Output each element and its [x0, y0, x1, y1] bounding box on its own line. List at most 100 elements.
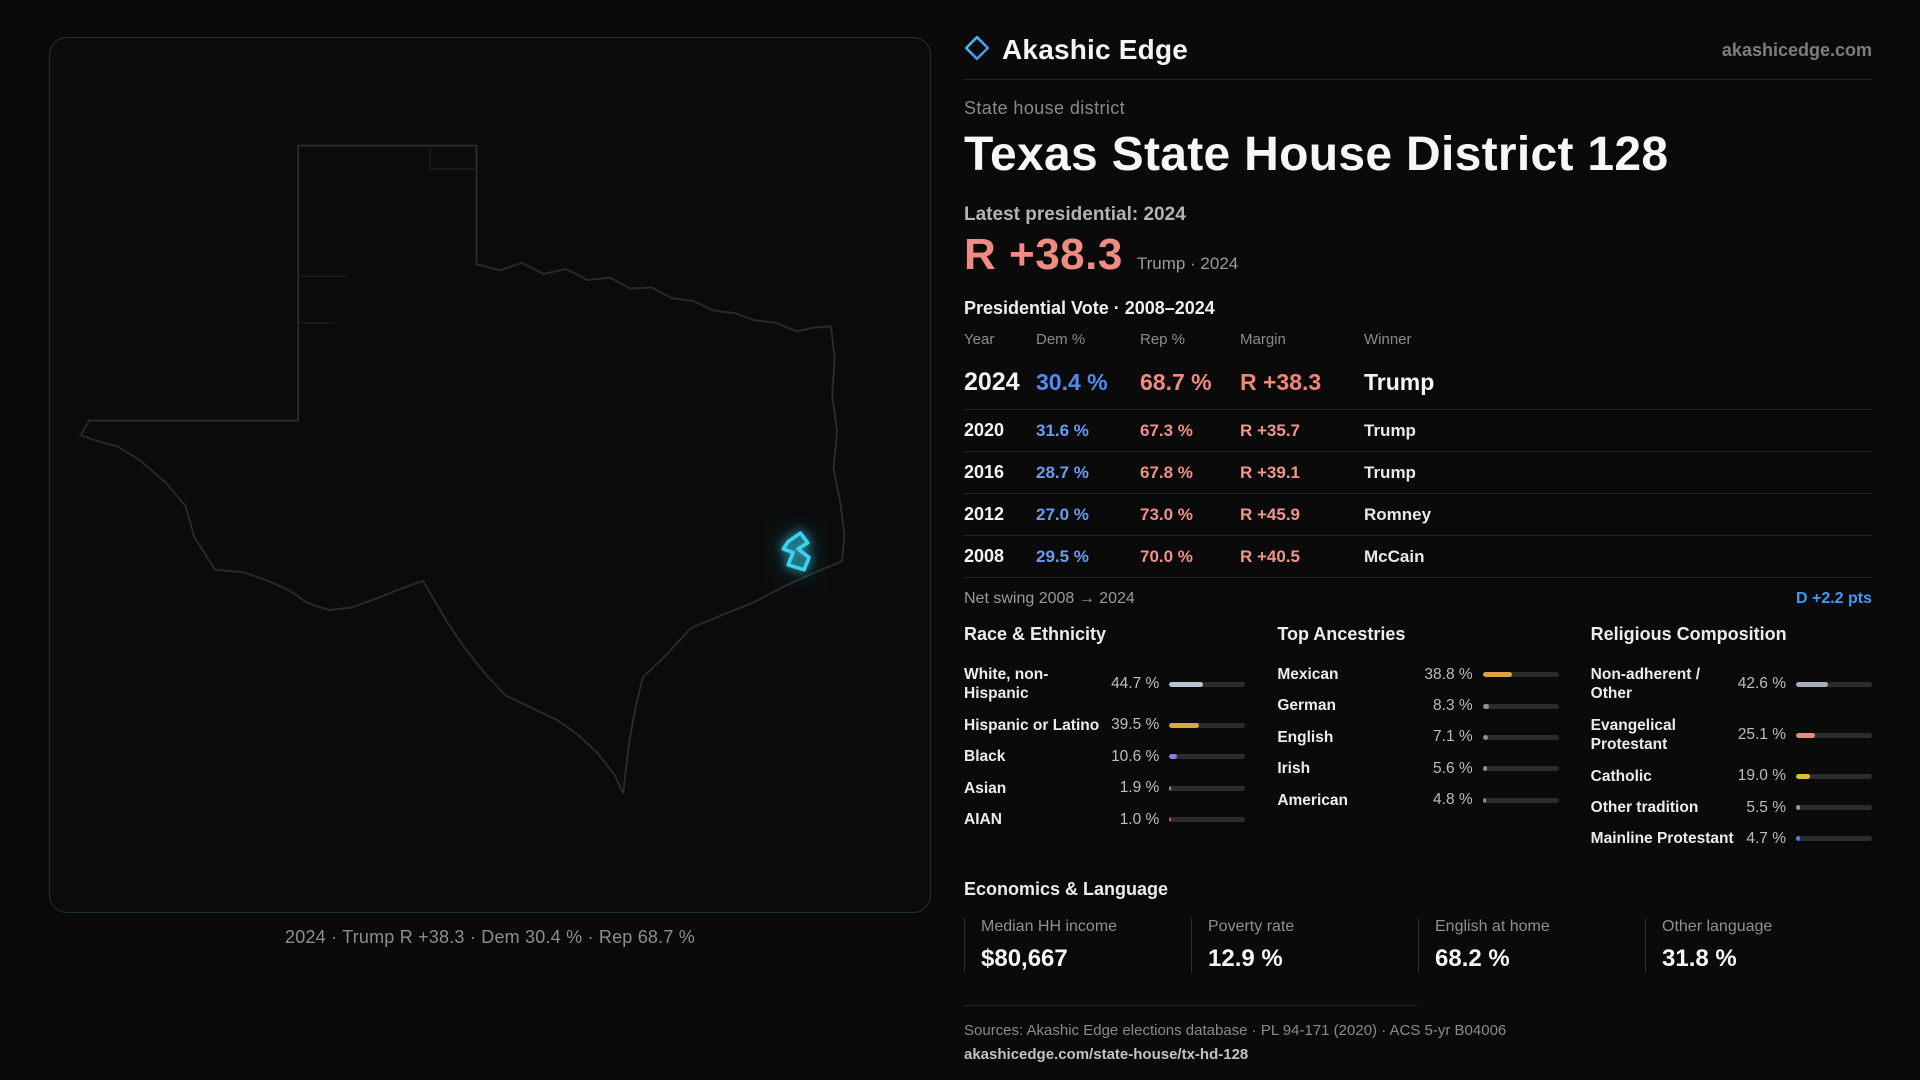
- cell-winner: Romney: [1364, 505, 1432, 524]
- demo-bar: [1796, 836, 1872, 842]
- cell-dem: 30.4 %: [1036, 369, 1108, 395]
- presidential-vote-table: Year Dem % Rep % Margin Winner 2024 30.4…: [964, 319, 1872, 578]
- stat-english-at-home: English at home 68.2 %: [1418, 917, 1645, 973]
- demo-row: AIAN 1.0 %: [964, 804, 1246, 835]
- demo-bar: [1169, 722, 1246, 728]
- cell-winner: Trump: [1364, 369, 1435, 395]
- economics-stats: Median HH income $80,667 Poverty rate 12…: [964, 917, 1872, 973]
- col-year: Year: [964, 331, 995, 348]
- demo-value: 7.1 %: [1433, 728, 1473, 746]
- religion-title: Religious Composition: [1590, 624, 1787, 644]
- demographics-section: Race & Ethnicity White, non-Hispanic 44.…: [964, 624, 1872, 855]
- col-winner: Winner: [1364, 331, 1412, 348]
- demo-label: Black: [964, 748, 1006, 766]
- demo-label: Non-adherent / Other: [1590, 666, 1701, 703]
- demo-value: 1.9 %: [1119, 779, 1160, 797]
- demo-value: 42.6 %: [1737, 675, 1786, 693]
- footer-divider: [964, 1004, 1418, 1006]
- cell-margin: R +38.3: [1240, 369, 1322, 395]
- ancestries-column: Top Ancestries Mexican 38.8 % German 8.3…: [1277, 624, 1559, 855]
- permalink[interactable]: akashicedge.com/state-house/tx-hd-128: [964, 1045, 1249, 1063]
- race-ethnicity-column: Race & Ethnicity White, non-Hispanic 44.…: [964, 624, 1246, 855]
- cell-rep: 70.0 %: [1140, 547, 1193, 566]
- cell-year: 2008: [964, 546, 1005, 566]
- religion-column: Religious Composition Non-adherent / Oth…: [1591, 624, 1872, 855]
- cell-rep: 73.0 %: [1140, 505, 1193, 524]
- report-column: Akashic Edge akashicedge.com State house…: [964, 34, 1872, 1063]
- demo-value: 25.1 %: [1737, 726, 1786, 744]
- demo-bar: [1482, 703, 1559, 709]
- demo-row: Asian 1.9 %: [964, 773, 1246, 804]
- col-dem: Dem %: [1036, 331, 1086, 348]
- header: Akashic Edge akashicedge.com: [964, 34, 1872, 66]
- diamond-logo-icon: [964, 35, 990, 66]
- latest-presidential-label: Latest presidential: 2024: [964, 204, 1186, 225]
- demo-row: Mainline Protestant 4.7 %: [1591, 823, 1872, 854]
- cell-year: 2020: [964, 420, 1005, 440]
- header-divider: [964, 79, 1872, 80]
- site-link[interactable]: akashicedge.com: [1721, 39, 1872, 60]
- cell-rep: 67.3 %: [1140, 421, 1193, 440]
- demo-label: Hispanic or Latino: [964, 716, 1100, 734]
- demo-value: 19.0 %: [1737, 767, 1786, 785]
- cell-dem: 28.7 %: [1036, 463, 1089, 482]
- headline-margin: R +38.3 Trump · 2024: [964, 230, 1872, 280]
- stat-value: 12.9 %: [1208, 944, 1283, 972]
- stat-label: Median HH income: [981, 917, 1118, 935]
- stat-value: 68.2 %: [1435, 944, 1510, 972]
- demo-row: Other tradition 5.5 %: [1591, 792, 1872, 823]
- demo-row: Evangelical Protestant 25.1 %: [1591, 710, 1872, 761]
- cell-dem: 31.6 %: [1036, 421, 1089, 440]
- stat-label: English at home: [1435, 917, 1550, 935]
- cell-rep: 67.8 %: [1140, 463, 1193, 482]
- stat-poverty-rate: Poverty rate 12.9 %: [1191, 917, 1418, 973]
- cell-margin: R +40.5: [1240, 547, 1301, 566]
- headline-margin-value: R +38.3: [964, 230, 1123, 279]
- headline-margin-note: Trump · 2024: [1136, 254, 1239, 273]
- demo-bar: [1169, 754, 1246, 760]
- demo-row: Non-adherent / Other 42.6 %: [1591, 659, 1872, 710]
- brand: Akashic Edge: [964, 34, 1188, 66]
- stat-other-language: Other language 31.8 %: [1645, 917, 1872, 973]
- net-swing-row: Net swing 2008 → 2024 D +2.2 pts: [964, 578, 1872, 618]
- cell-margin: R +45.9: [1240, 505, 1301, 524]
- stat-value: $80,667: [981, 944, 1068, 972]
- cell-winner: Trump: [1364, 421, 1416, 440]
- col-rep: Rep %: [1140, 331, 1186, 348]
- demo-label: Evangelical Protestant: [1590, 716, 1676, 754]
- demo-value: 8.3 %: [1433, 697, 1473, 715]
- sources-text: Sources: Akashic Edge elections database…: [964, 1021, 1507, 1039]
- vote-table-title: Presidential Vote · 2008–2024: [964, 298, 1215, 318]
- demo-bar: [1169, 785, 1246, 791]
- stat-value: 31.8 %: [1662, 944, 1737, 972]
- demo-bar: [1796, 681, 1872, 687]
- stat-label: Poverty rate: [1208, 917, 1295, 935]
- demo-value: 1.0 %: [1119, 810, 1160, 828]
- texas-map: [79, 144, 846, 795]
- demo-row: German 8.3 %: [1277, 690, 1559, 721]
- demo-row: Catholic 19.0 %: [1591, 761, 1872, 792]
- demo-label: Mainline Protestant: [1590, 830, 1734, 848]
- demo-bar: [1169, 681, 1246, 687]
- demo-bar: [1796, 805, 1872, 811]
- table-header-row: Year Dem % Rep % Margin Winner: [964, 319, 1872, 356]
- cell-dem: 27.0 %: [1036, 505, 1089, 524]
- cell-winner: Trump: [1364, 463, 1416, 482]
- demo-row: White, non-Hispanic 44.7 %: [964, 659, 1246, 710]
- demo-label: American: [1277, 791, 1348, 809]
- demo-label: AIAN: [964, 810, 1002, 828]
- demo-bar: [1169, 817, 1246, 823]
- demo-bar: [1796, 732, 1872, 738]
- demo-label: Catholic: [1590, 767, 1652, 785]
- cell-year: 2012: [964, 504, 1005, 524]
- demo-value: 4.7 %: [1746, 829, 1786, 847]
- demo-row: Irish 5.6 %: [1277, 753, 1559, 784]
- demo-label: English: [1277, 728, 1334, 746]
- col-margin: Margin: [1240, 331, 1286, 348]
- cell-year: 2024: [964, 368, 1020, 396]
- cell-winner: McCain: [1364, 547, 1425, 566]
- district-128-highlight: [781, 531, 811, 572]
- kicker: State house district: [964, 98, 1126, 118]
- demo-value: 10.6 %: [1111, 747, 1160, 765]
- cell-dem: 29.5 %: [1036, 547, 1089, 566]
